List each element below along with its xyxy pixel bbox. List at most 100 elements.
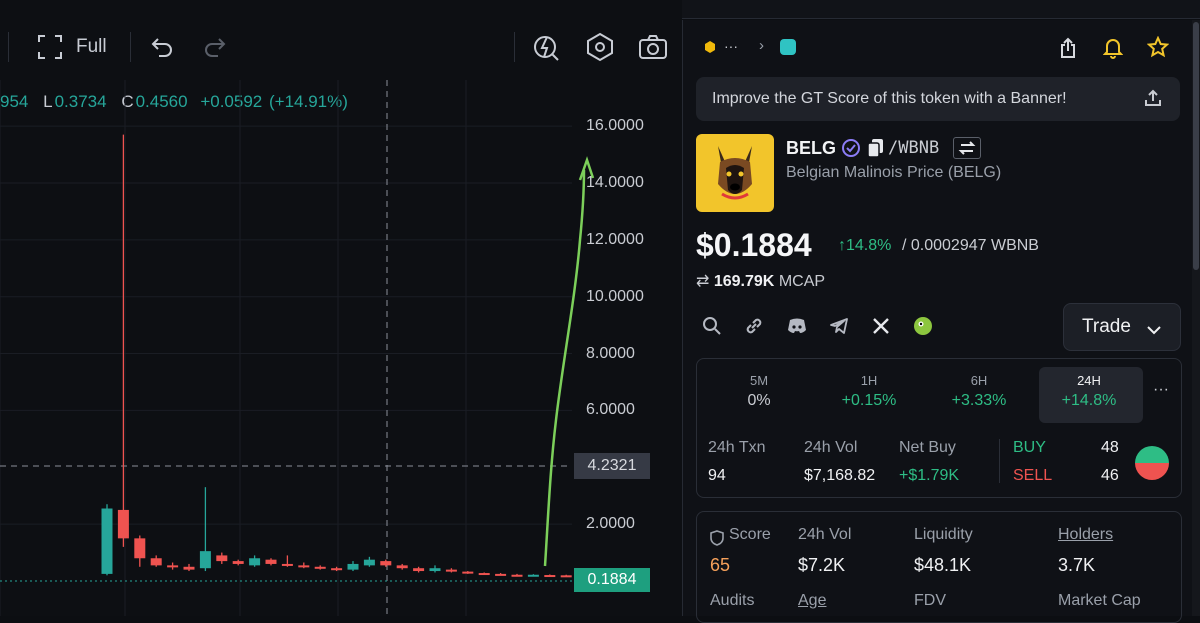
- chain-icon[interactable]: [703, 40, 717, 59]
- liquidity-value: $48.1K: [914, 555, 972, 575]
- buy-sell-ratio-pie: [1134, 445, 1170, 486]
- bell-icon[interactable]: [1102, 37, 1124, 64]
- x-twitter-icon[interactable]: [871, 316, 893, 338]
- price-axis-label: 16.0000: [586, 117, 644, 135]
- metrics-vol-label: 24h Vol: [798, 526, 852, 543]
- market-cap-label: Market Cap: [1058, 592, 1141, 609]
- ohlc-high-value: 954: [0, 92, 29, 111]
- quote-token: /WBNB: [888, 138, 940, 158]
- toolbar-divider: [514, 32, 515, 62]
- undo-icon[interactable]: [150, 36, 174, 63]
- toolbar-divider: [8, 32, 9, 62]
- ohlc-change: +0.0592: [200, 92, 263, 111]
- chevron-down-icon: [1146, 320, 1162, 342]
- hand-drawn-arrow-line: [543, 169, 586, 567]
- ohlc-low-value: 0.3734: [54, 92, 107, 111]
- candle-body: [216, 555, 228, 562]
- panel-scrollbar[interactable]: [1192, 20, 1200, 616]
- holders-link[interactable]: Holders: [1058, 526, 1114, 543]
- timeframe-tab-24h[interactable]: 24H +14.8%: [1044, 373, 1134, 410]
- redo-icon[interactable]: [203, 36, 227, 63]
- star-icon[interactable]: [1146, 35, 1170, 63]
- banner-text: Improve the GT Score of this token with …: [712, 90, 1067, 107]
- candle-body: [495, 573, 507, 576]
- timeframe-tab-5m[interactable]: 5M 0%: [714, 373, 804, 410]
- buy-value: 48: [1101, 439, 1119, 456]
- candle-body: [232, 561, 244, 564]
- timeframe-change: +0.15%: [841, 392, 897, 409]
- share-icon[interactable]: [1059, 37, 1077, 64]
- discord-icon[interactable]: [786, 316, 808, 338]
- quote-price: / 0.0002947 WBNB: [902, 237, 1039, 254]
- timeframe-label: 1H: [860, 373, 878, 388]
- timeframe-label: 5M: [749, 373, 769, 388]
- candle-series: [101, 134, 572, 578]
- swap-arrows-icon: ⇄: [696, 273, 710, 290]
- chart-grid: [0, 80, 572, 616]
- more-options-icon[interactable]: ···: [1153, 381, 1169, 398]
- candle-body: [281, 563, 293, 566]
- timeframe-active-bg: [1039, 367, 1143, 423]
- fullscreen-icon[interactable]: [37, 34, 63, 65]
- liquidity-label: Liquidity: [914, 526, 973, 543]
- price-axis-label: 2.0000: [586, 515, 635, 533]
- token-symbol: BELG: [786, 138, 837, 158]
- ohlc-legend: 954 L 0.3734 C 0.4560 +0.0592 (+14.91%): [0, 92, 350, 112]
- token-logo: [696, 134, 774, 212]
- candle-body: [511, 574, 523, 577]
- breadcrumb-more[interactable]: ···: [724, 38, 738, 54]
- candle-body: [527, 574, 539, 577]
- lightning-alert-icon[interactable]: [532, 32, 562, 67]
- candle-body: [462, 571, 474, 574]
- timeframe-change: 0%: [747, 392, 771, 409]
- candle-body: [249, 558, 261, 566]
- price-axis-label: 10.0000: [586, 287, 644, 305]
- age-link[interactable]: Age: [798, 592, 827, 609]
- sell-label: SELL: [1013, 467, 1053, 484]
- mcap-value: 169.79K: [713, 273, 775, 290]
- candlestick-chart[interactable]: [0, 0, 682, 616]
- token-info-panel: ··· › Improve the GT Score of this token…: [682, 20, 1200, 623]
- txn-label: 24h Txn: [708, 439, 766, 456]
- last-price-label: 0.1884: [574, 568, 650, 592]
- candle-body: [413, 568, 425, 572]
- candle-body: [560, 575, 572, 578]
- price-axis-label: 12.0000: [586, 230, 644, 248]
- market-cap-row: ⇄ 169.79K MCAP: [696, 271, 825, 291]
- fullscreen-button-label[interactable]: Full: [76, 36, 107, 57]
- candle-body: [117, 509, 129, 539]
- stats-divider: [999, 439, 1000, 483]
- ohlc-change-pct: (+14.91%): [269, 92, 348, 111]
- candle-body: [150, 558, 162, 566]
- score-label: Score: [729, 526, 771, 543]
- telegram-icon[interactable]: [829, 316, 851, 338]
- coingecko-icon[interactable]: [913, 316, 935, 338]
- search-icon[interactable]: [702, 316, 724, 338]
- ohlc-close-prefix: C: [121, 92, 134, 111]
- upload-icon[interactable]: [1144, 89, 1162, 112]
- trade-button[interactable]: Trade: [1063, 303, 1181, 351]
- camera-icon[interactable]: [638, 34, 668, 65]
- ohlc-low-prefix: L: [43, 92, 53, 111]
- price-axis-label: 6.0000: [586, 401, 635, 419]
- dex-icon[interactable]: [780, 39, 796, 55]
- candle-body: [363, 559, 375, 566]
- chart-pane[interactable]: Full 954 L 0.3734 C 0.4560 +0.0592 (+14.91…: [0, 0, 682, 616]
- swap-pair-icon[interactable]: [953, 137, 981, 159]
- candle-body: [183, 566, 195, 570]
- panel-scroll-thumb[interactable]: [1193, 22, 1199, 270]
- vol-value: $7,168.82: [804, 467, 876, 484]
- timeframe-change: +3.33%: [951, 392, 1007, 409]
- timeframe-tab-1h[interactable]: 1H +0.15%: [824, 373, 914, 410]
- timeframe-tab-6h[interactable]: 6H +3.33%: [934, 373, 1024, 410]
- settings-hexagon-icon[interactable]: [585, 32, 615, 67]
- candle-body: [544, 575, 556, 578]
- copy-icon[interactable]: [867, 138, 885, 163]
- candle-body: [298, 565, 310, 568]
- price-change-24h: ↑14.8%: [838, 237, 892, 254]
- gt-score-banner[interactable]: Improve the GT Score of this token with …: [696, 77, 1180, 121]
- netbuy-label: Net Buy: [899, 439, 956, 456]
- candle-body: [331, 568, 343, 571]
- breadcrumb-chevron-icon: ›: [759, 37, 764, 54]
- link-icon[interactable]: [744, 316, 766, 338]
